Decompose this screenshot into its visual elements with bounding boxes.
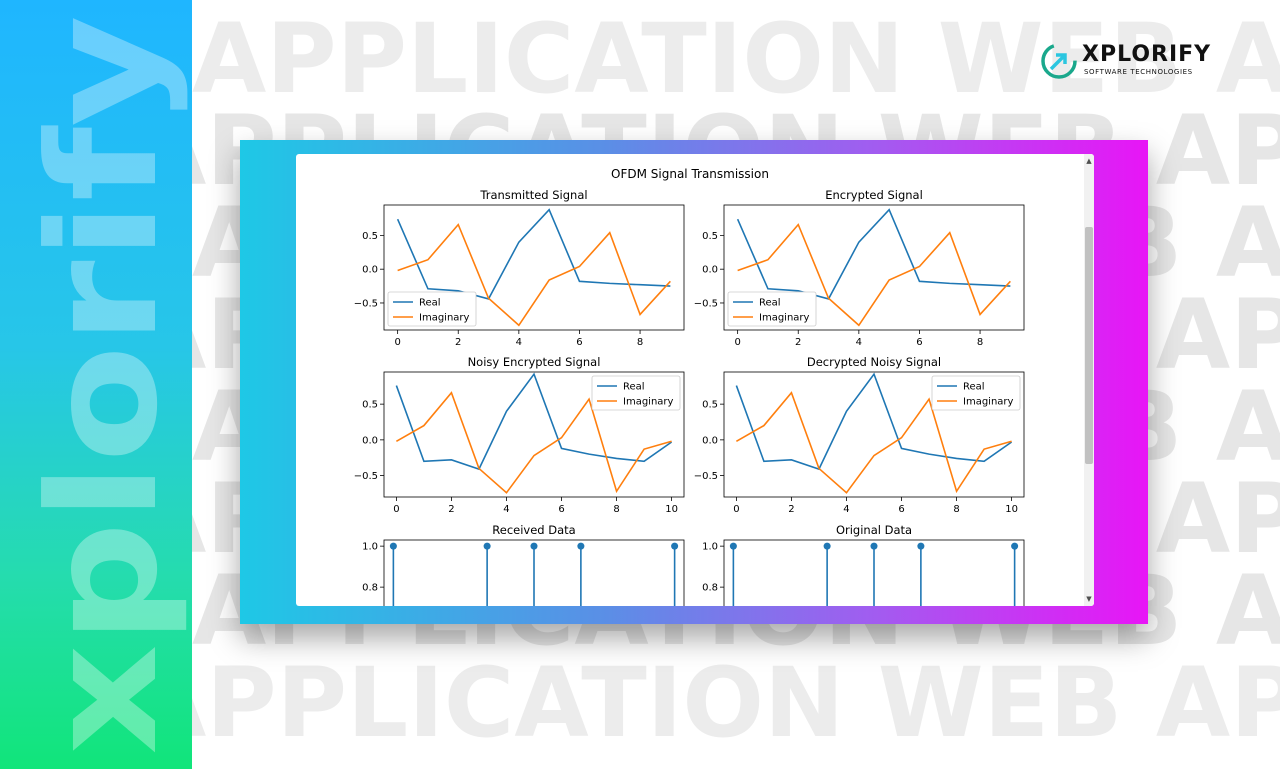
subplot-2: Encrypted Signal 0 2 4 6 8 0.5 0.0 −0.5 Real Imagi… bbox=[694, 188, 1025, 348]
stem-marker bbox=[917, 542, 925, 550]
watermark-line: APPLICATION WEB APPLICATION bbox=[192, 3, 1280, 115]
subplot-1: Transmitted Signal 0 2 4 6 8 0.5 0.0 −0.5 Real Ima… bbox=[354, 188, 685, 348]
series-line-imaginary bbox=[397, 223, 671, 327]
x-tick-label: 6 bbox=[898, 504, 904, 515]
legend-label: Imaginary bbox=[419, 313, 470, 324]
figure-suptitle: OFDM Signal Transmission bbox=[611, 167, 769, 181]
y-tick-label: 0.5 bbox=[362, 231, 378, 242]
series-line-real bbox=[396, 208, 671, 300]
company-logo: XPLORIFY SOFTWARE TECHNOLOGIES bbox=[1040, 40, 1230, 84]
stem-marker bbox=[823, 542, 831, 550]
x-tick-label: 0 bbox=[394, 337, 400, 348]
x-tick-label: 2 bbox=[788, 504, 794, 515]
y-tick-label: 1.0 bbox=[362, 542, 378, 553]
series-line-imaginary bbox=[395, 391, 672, 494]
series-line-real bbox=[735, 372, 1013, 471]
x-tick-label: 4 bbox=[503, 504, 509, 515]
stem-marker bbox=[389, 542, 397, 550]
subplot-title: Original Data bbox=[836, 523, 912, 537]
legend-label: Real bbox=[963, 382, 985, 393]
stem-marker bbox=[1011, 542, 1019, 550]
y-tick-label: −0.5 bbox=[354, 471, 378, 482]
screenshot-panel: OFDM Signal Transmission Transmitted Sign… bbox=[240, 140, 1148, 624]
stem-marker bbox=[671, 542, 679, 550]
legend-label: Imaginary bbox=[759, 313, 810, 324]
series-line-imaginary bbox=[735, 391, 1012, 494]
subplot-4: Decrypted Noisy Signal 0 2 4 6 8 10 0.5 0.0 −0.5 R… bbox=[694, 355, 1025, 515]
x-tick-label: 4 bbox=[516, 337, 522, 348]
side-word: xplorify bbox=[17, 15, 191, 755]
x-tick-label: 6 bbox=[558, 504, 564, 515]
x-tick-label: 4 bbox=[856, 337, 862, 348]
x-tick-label: 0 bbox=[393, 504, 399, 515]
x-tick-label: 8 bbox=[613, 504, 619, 515]
y-tick-label: −0.5 bbox=[694, 471, 718, 482]
legend-label: Imaginary bbox=[963, 397, 1014, 408]
x-tick-label: 2 bbox=[455, 337, 461, 348]
y-tick-label: −0.5 bbox=[354, 298, 378, 309]
series-line-real bbox=[395, 372, 673, 471]
legend: Real Imaginary bbox=[727, 291, 817, 327]
stem-marker bbox=[729, 542, 737, 550]
x-tick-label: 10 bbox=[665, 504, 678, 515]
stem-marker bbox=[483, 542, 491, 550]
legend: Real Imaginary bbox=[591, 375, 681, 411]
scroll-down-arrow-icon[interactable]: ▼ bbox=[1086, 595, 1092, 603]
legend-label: Real bbox=[623, 382, 645, 393]
legend-label: Real bbox=[759, 298, 781, 309]
subplot-title: Encrypted Signal bbox=[825, 188, 923, 202]
y-tick-label: 0.0 bbox=[702, 265, 718, 276]
x-tick-label: 2 bbox=[795, 337, 801, 348]
logo-tagline: SOFTWARE TECHNOLOGIES bbox=[1084, 68, 1193, 76]
matplotlib-figure: OFDM Signal Transmission Transmitted Sign… bbox=[296, 154, 1084, 606]
stem-marker bbox=[577, 542, 585, 550]
subplot-3: Noisy Encrypted Signal 0 2 4 6 8 10 0.5 0.0 −0.5 R… bbox=[354, 355, 685, 515]
legend: Real Imaginary bbox=[387, 291, 477, 327]
legend-label: Real bbox=[419, 298, 441, 309]
y-tick-label: 0.5 bbox=[362, 400, 378, 411]
x-tick-label: 10 bbox=[1005, 504, 1018, 515]
x-tick-label: 6 bbox=[916, 337, 922, 348]
subplot-title: Transmitted Signal bbox=[479, 188, 587, 202]
y-tick-label: 0.5 bbox=[702, 400, 718, 411]
x-tick-label: 2 bbox=[448, 504, 454, 515]
y-tick-label: −0.5 bbox=[694, 298, 718, 309]
y-tick-label: 0.0 bbox=[362, 435, 378, 446]
x-tick-label: 0 bbox=[734, 337, 740, 348]
stem-marker bbox=[530, 542, 538, 550]
series-line-real bbox=[736, 208, 1011, 300]
x-tick-label: 8 bbox=[637, 337, 643, 348]
y-tick-label: 0.0 bbox=[362, 265, 378, 276]
x-tick-label: 0 bbox=[733, 504, 739, 515]
x-tick-label: 4 bbox=[843, 504, 849, 515]
stem-marker bbox=[870, 542, 878, 550]
vertical-scrollbar[interactable]: ▲ ▼ bbox=[1084, 154, 1094, 606]
legend-label: Imaginary bbox=[623, 397, 674, 408]
brand-side-band: xplorify bbox=[0, 0, 192, 769]
y-tick-label: 1.0 bbox=[702, 542, 718, 553]
plot-window: OFDM Signal Transmission Transmitted Sign… bbox=[296, 154, 1094, 606]
y-tick-label: 0.0 bbox=[702, 435, 718, 446]
y-tick-label: 0.5 bbox=[702, 231, 718, 242]
x-tick-label: 6 bbox=[576, 337, 582, 348]
x-tick-label: 8 bbox=[953, 504, 959, 515]
xplorify-logo-icon bbox=[1041, 43, 1077, 79]
watermark-line: APPLICATION WEB APPLICATION bbox=[192, 647, 1280, 759]
series-line-imaginary bbox=[737, 223, 1011, 327]
logo-name: XPLORIFY bbox=[1082, 42, 1212, 67]
y-tick-label: 0.8 bbox=[362, 583, 378, 594]
x-tick-label: 8 bbox=[977, 337, 983, 348]
y-tick-label: 0.8 bbox=[702, 583, 718, 594]
scroll-thumb[interactable] bbox=[1085, 227, 1093, 464]
brand-side-wordmark: xplorify bbox=[17, 15, 191, 755]
subplot-title: Decrypted Noisy Signal bbox=[807, 355, 941, 369]
scroll-up-arrow-icon[interactable]: ▲ bbox=[1086, 157, 1092, 165]
subplot-title: Noisy Encrypted Signal bbox=[468, 355, 601, 369]
legend: Real Imaginary bbox=[931, 375, 1021, 411]
subplot-title: Received Data bbox=[492, 523, 575, 537]
